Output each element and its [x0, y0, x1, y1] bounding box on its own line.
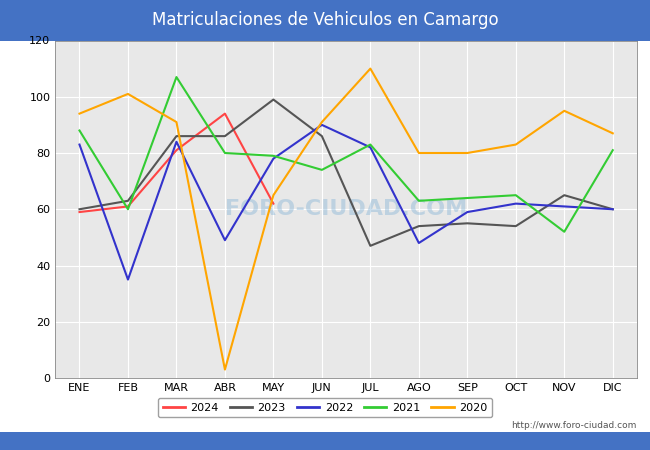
Text: Matriculaciones de Vehiculos en Camargo: Matriculaciones de Vehiculos en Camargo — [151, 11, 499, 29]
Text: FORO-CIUDAD.COM: FORO-CIUDAD.COM — [225, 199, 467, 219]
Text: http://www.foro-ciudad.com: http://www.foro-ciudad.com — [512, 421, 637, 430]
Legend: 2024, 2023, 2022, 2021, 2020: 2024, 2023, 2022, 2021, 2020 — [158, 398, 492, 417]
